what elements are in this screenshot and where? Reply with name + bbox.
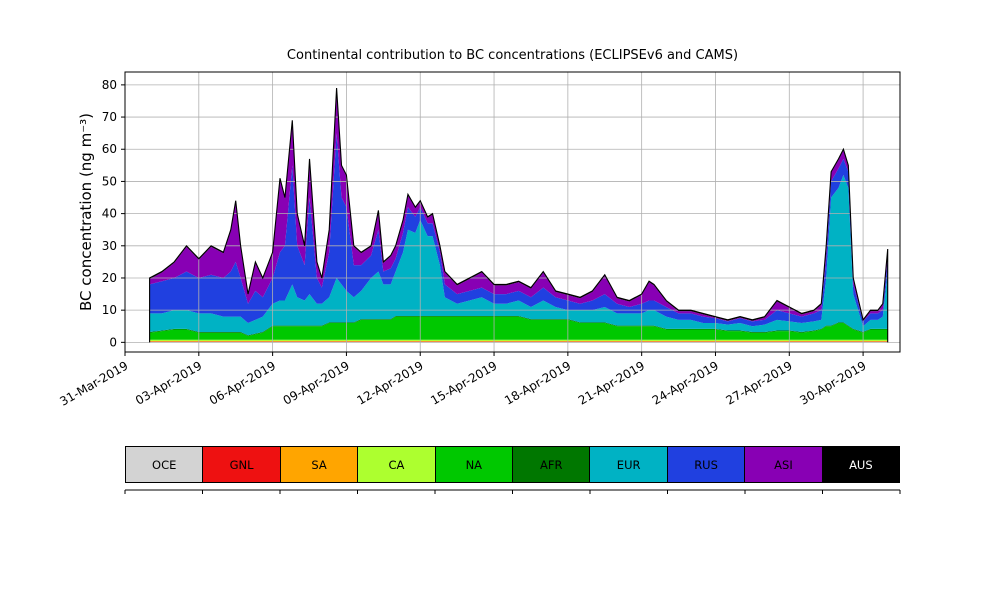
- x-tick-label: 31-Mar-2019: [57, 358, 130, 408]
- x-tick-label: 18-Apr-2019: [502, 358, 573, 407]
- plot-frame: [124, 71, 901, 353]
- legend-item-GNL: GNL: [203, 447, 281, 482]
- chart-title: Continental contribution to BC concentra…: [286, 48, 739, 63]
- legend-item-label: CA: [388, 457, 405, 472]
- y-tick-label: 10: [102, 303, 117, 317]
- legend-item-label: NA: [465, 457, 483, 472]
- x-tick-label: 27-Apr-2019: [724, 358, 795, 407]
- legend-item-label: AUS: [849, 457, 873, 472]
- y-tick-label: 80: [102, 78, 117, 92]
- legend-item-label: EUR: [616, 457, 641, 472]
- area-series-RUS: [149, 133, 888, 327]
- legend-item-label: SA: [311, 457, 327, 472]
- area-series-ASI: [149, 89, 888, 322]
- area-series-EUR: [149, 174, 888, 336]
- y-tick-label: 70: [102, 110, 117, 124]
- y-tick-label: 60: [102, 142, 117, 156]
- legend: OCE GNL SA CA NA AFR EUR RUS ASI AUS: [125, 446, 900, 483]
- legend-item-label: ASI: [774, 457, 793, 472]
- legend-item-label: RUS: [694, 457, 718, 472]
- legend-item-SA: SA: [280, 447, 359, 482]
- legend-item-label: OCE: [152, 457, 177, 472]
- legend-item-RUS: RUS: [667, 447, 746, 482]
- area-series-CA: [149, 339, 888, 342]
- legend-item-OCE: OCE: [126, 447, 204, 482]
- legend-item-label: AFR: [539, 457, 563, 472]
- y-tick-label: 30: [102, 239, 117, 253]
- y-tick-label: 0: [109, 335, 117, 349]
- x-tick-label: 30-Apr-2019: [797, 358, 868, 407]
- x-tick-label: 03-Apr-2019: [133, 358, 204, 407]
- x-tick-label: 15-Apr-2019: [428, 358, 499, 407]
- legend-item-EUR: EUR: [590, 447, 668, 482]
- y-tick-label: 20: [102, 271, 117, 285]
- legend-item-ASI: ASI: [745, 447, 823, 482]
- y-tick-label: 50: [102, 174, 117, 188]
- area-series-NA: [149, 316, 888, 340]
- legend-item-AUS: AUS: [822, 447, 900, 482]
- x-tick-label: 24-Apr-2019: [650, 358, 721, 407]
- y-tick-label: 40: [102, 207, 117, 221]
- total-outline: [149, 88, 889, 343]
- x-tick-label: 12-Apr-2019: [354, 358, 425, 407]
- legend-item-AFR: AFR: [513, 447, 591, 482]
- legend-item-NA: NA: [435, 447, 514, 482]
- x-tick-label: 21-Apr-2019: [576, 358, 647, 407]
- area-series-AFR: [149, 315, 888, 336]
- legend-item-CA: CA: [358, 447, 436, 482]
- x-tick-label: 06-Apr-2019: [207, 358, 278, 407]
- legend-item-label: GNL: [229, 457, 254, 472]
- x-tick-label: 09-Apr-2019: [281, 358, 352, 407]
